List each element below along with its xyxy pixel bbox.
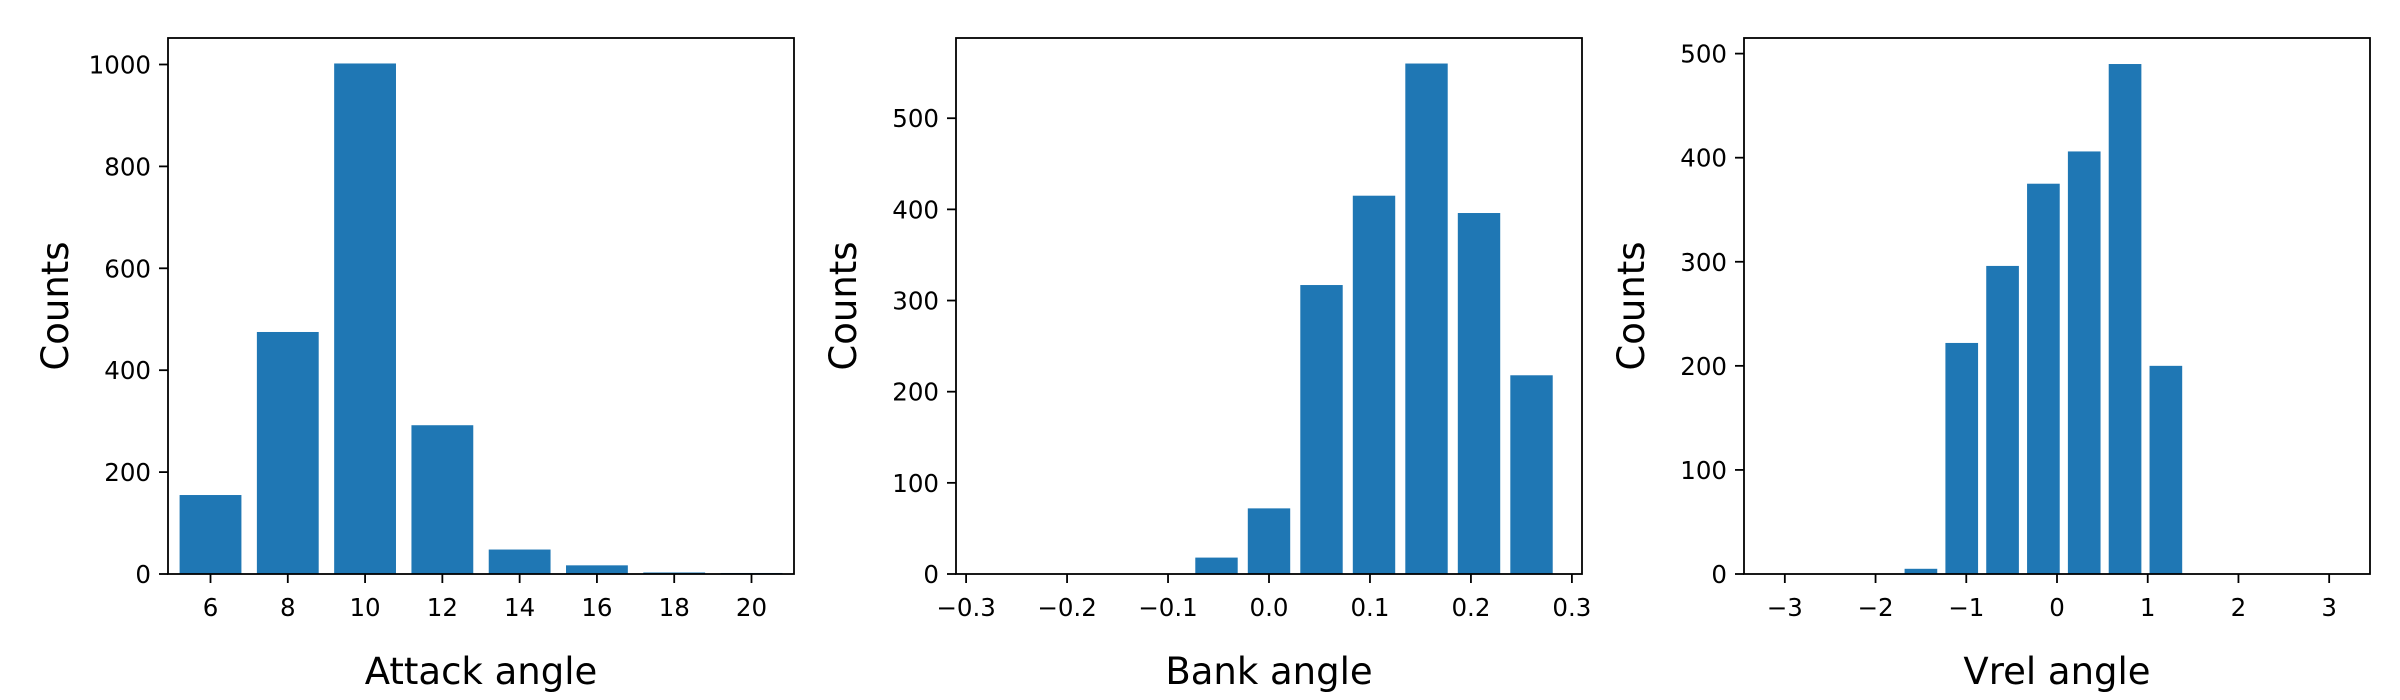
bank-ytick-label: 300 [892,287,939,316]
vrel-xtick-label: −2 [1857,593,1893,622]
bank-xtick-label: 0.1 [1350,593,1389,622]
attack-xtick-label: 10 [349,593,380,622]
attack-bar-4 [488,549,551,574]
attack-xtick-label: 20 [736,593,767,622]
bank-ytick-label: 0 [923,560,939,589]
bank-ytick-label: 500 [892,104,939,133]
vrel-xtick-label: −3 [1767,593,1803,622]
bank-bar-6 [1300,285,1343,574]
bank-bar-5 [1247,508,1291,574]
bank-angle-histogram: −0.3 −0.2 −0.1 0.0 0.1 0.2 0.3 0 100 200 300 400 500… [822,37,1591,693]
bank-ytick-label: 400 [892,195,939,224]
attack-axes-frame [167,37,795,575]
vrel-bar-5 [2108,64,2142,575]
attack-xtick-label: 14 [504,593,535,622]
bank-bar-10 [1510,375,1553,574]
vrel-ytick-label: 400 [1680,144,1727,173]
vrel-bar-3 [2027,183,2060,574]
vrel-bar-1 [1945,342,1979,574]
vrel-bar-6 [2149,365,2183,574]
vrel-ytick-label: 300 [1680,248,1727,277]
bank-xtick-label: −0.3 [936,593,996,622]
attack-y-axis-label: Counts [34,241,77,370]
bank-y-axis-label: Counts [822,241,865,370]
attack-xtick-label: 12 [427,593,458,622]
bank-xtick-label: −0.1 [1138,593,1198,622]
vrel-ytick-label: 0 [1711,560,1727,589]
attack-ytick-label: 600 [104,254,151,283]
attack-ytick-label: 1000 [89,50,151,79]
vrel-ytick-label: 200 [1680,352,1727,381]
attack-xtick-label: 8 [280,593,296,622]
attack-ytick-label: 800 [104,152,151,181]
vrel-xtick-label: 1 [2140,593,2156,622]
vrel-bar-2 [1986,265,2019,574]
attack-xtick-label: 6 [203,593,219,622]
vrel-xtick-label: 2 [2231,593,2247,622]
vrel-ytick-label: 500 [1680,40,1727,69]
bank-xtick-label: 0.2 [1451,593,1490,622]
vrel-y-axis-label: Counts [1610,241,1653,370]
bank-bar-4 [1195,557,1238,574]
vrel-bar-4 [2067,151,2101,575]
attack-bar-0 [179,495,242,574]
attack-ytick-label: 200 [104,458,151,487]
bank-ytick-label: 100 [892,469,939,498]
attack-bar-1 [256,331,319,574]
vrel-xtick-label: 3 [2321,593,2337,622]
bank-bar-8 [1405,63,1448,575]
attack-ytick-label: 0 [135,560,151,589]
bank-xtick-label: −0.2 [1037,593,1097,622]
attack-xtick-label: 16 [581,593,612,622]
bank-xtick-label: 0.3 [1552,593,1591,622]
attack-bar-2 [334,63,396,575]
attack-xtick-label: 18 [659,593,690,622]
vrel-xtick-label: −1 [1948,593,1984,622]
vrel-angle-histogram: −3 −2 −1 0 1 2 3 0 100 200 300 400 500 Vrel angle Coun… [1610,37,2371,693]
vrel-x-axis-label: Vrel angle [1963,650,2150,693]
bank-xtick-label: 0.0 [1250,593,1289,622]
attack-bar-5 [566,565,628,574]
attack-ytick-label: 400 [104,356,151,385]
vrel-bar-0 [1904,568,1938,574]
vrel-ytick-label: 100 [1680,456,1727,485]
vrel-xtick-label: 0 [2049,593,2065,622]
bank-ytick-label: 200 [892,378,939,407]
bank-bar-7 [1352,195,1396,574]
attack-bar-3 [411,425,474,574]
bank-bar-9 [1457,213,1501,575]
attack-x-axis-label: Attack angle [365,650,598,693]
bank-x-axis-label: Bank angle [1165,650,1372,693]
